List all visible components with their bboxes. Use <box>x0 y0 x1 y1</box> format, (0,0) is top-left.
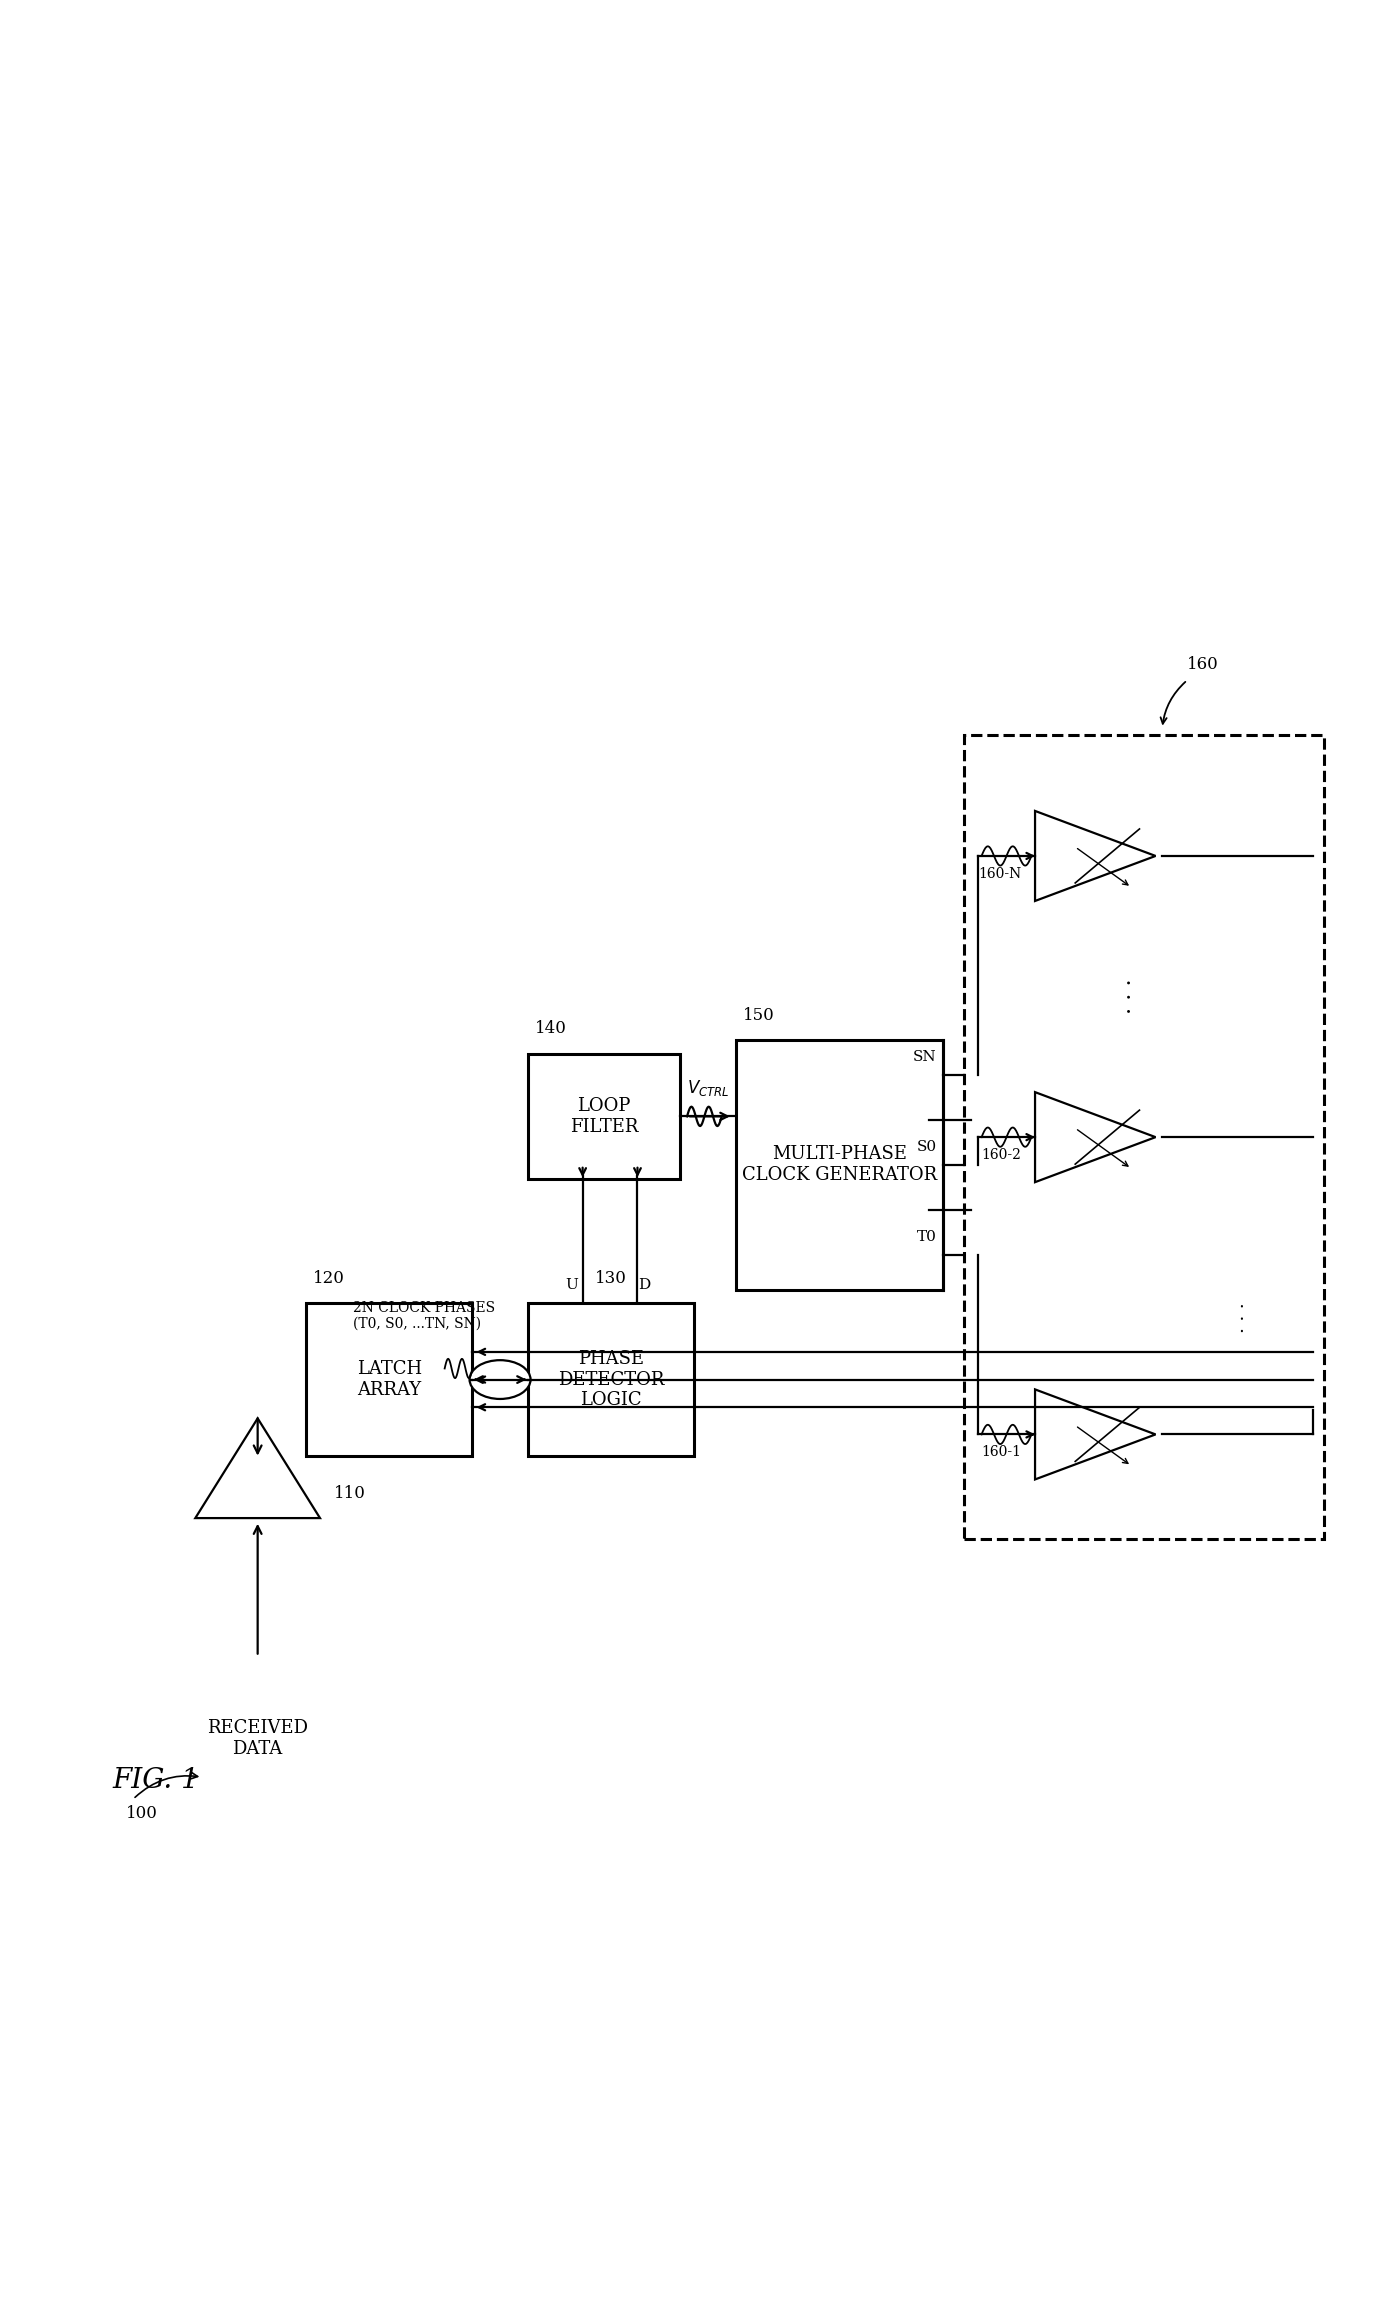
Ellipse shape <box>469 1360 530 1400</box>
Text: MULTI-PHASE
CLOCK GENERATOR: MULTI-PHASE CLOCK GENERATOR <box>741 1146 937 1183</box>
Text: SN: SN <box>913 1050 937 1064</box>
Text: 160-2: 160-2 <box>981 1149 1022 1163</box>
Text: FIG. 1: FIG. 1 <box>112 1768 198 1796</box>
Text: RECEIVED
DATA: RECEIVED DATA <box>207 1720 308 1759</box>
Text: 110: 110 <box>335 1485 365 1501</box>
Text: 140: 140 <box>534 1020 566 1038</box>
Text: S0: S0 <box>916 1139 937 1153</box>
Text: 150: 150 <box>743 1006 775 1024</box>
Text: 130: 130 <box>595 1271 627 1287</box>
FancyBboxPatch shape <box>527 1054 680 1179</box>
Text: 160-N: 160-N <box>979 868 1022 882</box>
Text: 100: 100 <box>126 1805 158 1821</box>
Text: 160-1: 160-1 <box>981 1446 1022 1459</box>
Text: $V_{CTRL}$: $V_{CTRL}$ <box>687 1077 729 1098</box>
Text: D: D <box>638 1278 651 1291</box>
Text: 2N CLOCK PHASES
(T0, S0, ...TN, SN): 2N CLOCK PHASES (T0, S0, ...TN, SN) <box>353 1301 496 1331</box>
FancyBboxPatch shape <box>307 1303 472 1455</box>
Text: LOOP
FILTER: LOOP FILTER <box>569 1098 638 1135</box>
Text: · · ·: · · · <box>1235 1303 1253 1333</box>
Text: 120: 120 <box>314 1271 346 1287</box>
Text: U: U <box>565 1278 577 1291</box>
Text: 160: 160 <box>1187 656 1219 672</box>
Text: LATCH
ARRAY: LATCH ARRAY <box>357 1360 422 1400</box>
Text: PHASE
DETECTOR
LOGIC: PHASE DETECTOR LOGIC <box>558 1349 663 1409</box>
FancyBboxPatch shape <box>965 734 1324 1538</box>
Text: T0: T0 <box>916 1229 937 1243</box>
FancyBboxPatch shape <box>736 1041 944 1289</box>
Text: · · ·: · · · <box>1120 978 1142 1015</box>
FancyBboxPatch shape <box>527 1303 694 1455</box>
